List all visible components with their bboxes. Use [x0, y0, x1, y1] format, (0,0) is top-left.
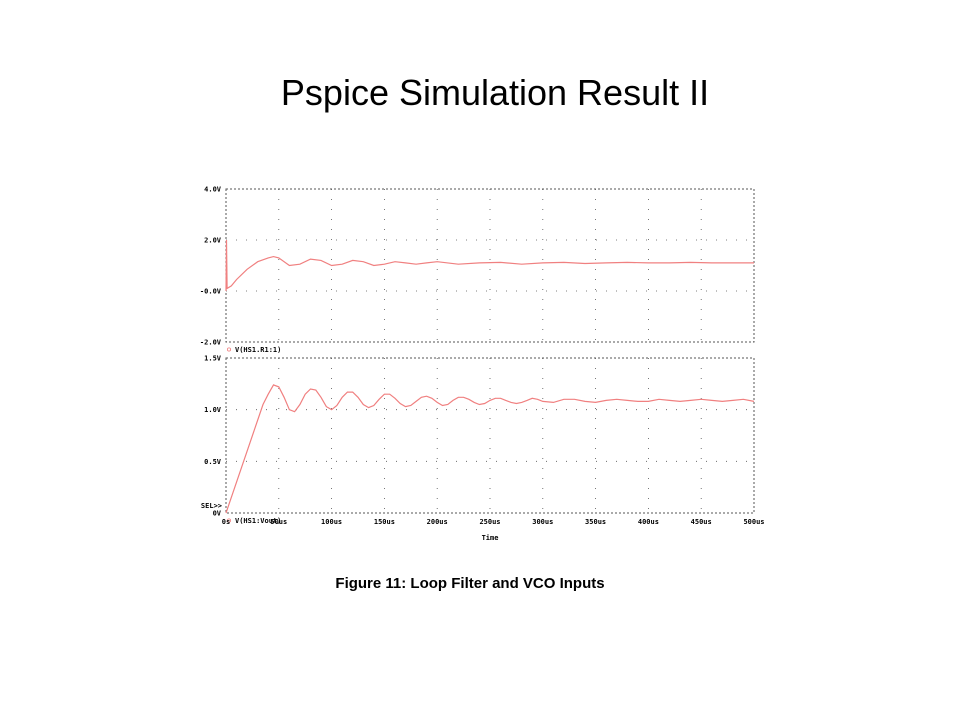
- x-tick-label: 50us: [270, 518, 287, 526]
- y-tick-label: -0.0V: [200, 288, 222, 296]
- x-tick-label: 200us: [427, 518, 448, 526]
- x-tick-label: 400us: [638, 518, 659, 526]
- y-tick-label: 2.0V: [204, 237, 222, 245]
- page-title: Pspice Simulation Result II: [280, 72, 710, 113]
- legend-marker: [226, 347, 231, 352]
- legend-label: V(HS1:Vout): [235, 517, 281, 525]
- series-line: [225, 239, 754, 292]
- y-tick-label: 0.5V: [204, 458, 222, 466]
- x-tick-label: 450us: [691, 518, 712, 526]
- y-tick-label: 4.0V: [204, 186, 222, 194]
- y-tick-label: -2.0V: [200, 339, 222, 347]
- x-tick-label: 350us: [585, 518, 606, 526]
- x-tick-label: 300us: [532, 518, 553, 526]
- series-line: [225, 384, 755, 514]
- x-tick-label: 100us: [321, 518, 342, 526]
- time-axis: 0s 50us 100us 150us 200us 250us 300us 350us 400u…: [222, 518, 765, 542]
- upper-panel: -2.0V -0.0V 2.0V 4.0V V(HS1.R1:1): [200, 186, 755, 354]
- legend-label: V(HS1.R1:1): [235, 346, 281, 354]
- x-tick-label: 150us: [374, 518, 395, 526]
- lower-panel: 0V 0.5V 1.0V 1.5V V(HS1:Vout) SEL>>: [201, 355, 755, 525]
- y-tick-label: 0V: [213, 510, 222, 518]
- plot-frame: [225, 357, 755, 514]
- x-tick-label: 0s: [222, 518, 230, 526]
- sel-marker: SEL>>: [201, 502, 222, 510]
- legend-marker: [226, 518, 231, 523]
- x-tick-label: 500us: [743, 518, 764, 526]
- y-tick-label: 1.5V: [204, 355, 222, 363]
- y-tick-label: 1.0V: [204, 406, 222, 414]
- figure-caption: Figure 11: Loop Filter and VCO Inputs: [335, 575, 605, 592]
- x-axis-label: Time: [482, 534, 499, 542]
- x-tick-label: 250us: [479, 518, 500, 526]
